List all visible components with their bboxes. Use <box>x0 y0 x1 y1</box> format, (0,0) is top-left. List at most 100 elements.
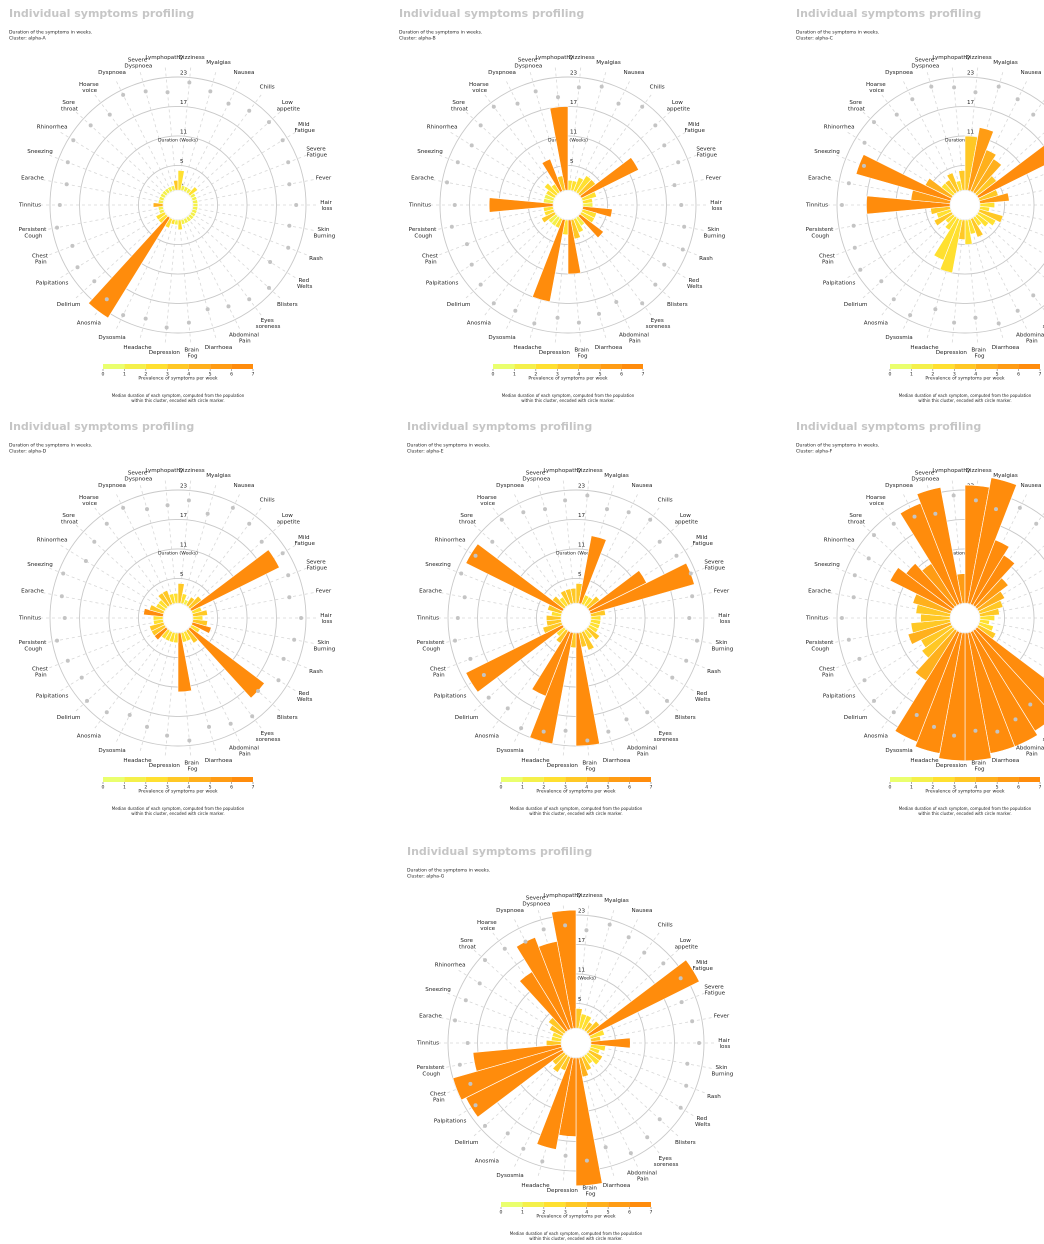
colorbar-segment <box>1018 777 1040 782</box>
median-marker <box>533 89 538 94</box>
center-hole <box>167 194 189 216</box>
category-label: Persistent Cough <box>409 227 437 239</box>
category-label: Rhinorrhea <box>37 125 68 131</box>
colorbar-segment <box>188 777 211 782</box>
median-marker <box>187 738 192 743</box>
category-label: Nausea <box>233 70 254 76</box>
bar <box>556 175 566 192</box>
label-line: Red <box>689 277 700 283</box>
median-marker <box>85 698 90 703</box>
spoke <box>74 110 168 196</box>
footnote: within this cluster, encoded with circle… <box>918 398 1011 403</box>
label-line: Severe <box>518 57 538 63</box>
median-marker <box>164 325 169 330</box>
bar <box>939 218 963 274</box>
bar <box>590 1044 606 1052</box>
bar <box>974 626 1044 706</box>
median-marker <box>92 279 97 284</box>
bar <box>555 628 569 644</box>
label-line: Dyspnoea <box>521 476 551 482</box>
label-line: Hoarse <box>866 494 886 500</box>
median-marker <box>914 712 919 717</box>
bar <box>155 211 167 221</box>
spoke <box>58 130 166 198</box>
bar <box>177 583 185 604</box>
bar <box>590 609 606 617</box>
bar <box>587 959 700 1037</box>
label-line: Pain <box>1024 338 1038 344</box>
category-label: Hoarse voice <box>866 494 886 506</box>
median-marker <box>1013 717 1018 722</box>
colorbar-tick-label: 4 <box>187 785 190 791</box>
median-marker <box>519 726 524 731</box>
label-line: Fatigue <box>691 541 714 547</box>
median-marker <box>857 656 862 661</box>
median-marker <box>996 321 1001 326</box>
label-line: Severe <box>696 146 716 152</box>
category-label: Myalgias <box>993 473 1018 479</box>
category-label: Low appetite <box>275 100 301 112</box>
category-label: Chest Pain <box>819 666 836 678</box>
category-label: Persistent Cough <box>417 1065 445 1077</box>
label-line: Skin <box>318 640 330 646</box>
colorbar-tick-label: 5 <box>996 372 999 378</box>
category-label: Tinnitus <box>416 616 439 622</box>
colorbar-segment <box>103 364 125 369</box>
label-line: Abdominal <box>1016 745 1044 751</box>
category-label: Blisters <box>667 302 688 308</box>
median-marker <box>247 108 252 113</box>
median-marker <box>286 160 291 165</box>
category-label: Dizziness <box>569 55 595 61</box>
bar <box>552 1053 569 1073</box>
spoke <box>139 70 175 191</box>
median-marker <box>891 710 896 715</box>
category-label: Delirium <box>57 715 81 721</box>
bar <box>944 215 958 231</box>
category-label: Fever <box>316 175 332 181</box>
colorbar-tick-label: 5 <box>209 372 212 378</box>
chart-title: Individual symptoms profiling <box>796 7 981 20</box>
colorbar-tick-label: 7 <box>650 785 653 791</box>
category-label: Sneezing <box>425 562 451 568</box>
bar <box>515 936 571 1031</box>
category-label: Diarrhoea <box>205 758 233 764</box>
bar <box>564 588 574 605</box>
category-label: Fever <box>714 1013 730 1019</box>
category-label: Depression <box>149 350 181 356</box>
colorbar-segment <box>535 364 558 369</box>
label-line: Welts <box>295 284 312 290</box>
median-marker <box>452 203 457 207</box>
category-label: Severe Fatigue <box>305 146 328 158</box>
label-line: Pain <box>431 672 445 678</box>
category-label: Rhinorrhea <box>435 538 466 544</box>
label-line: Cough <box>421 1071 441 1077</box>
category-label: Earache <box>411 175 434 181</box>
footnote: within this cluster, encoded with circle… <box>918 811 1011 816</box>
colorbar-tick-label: 0 <box>492 372 495 378</box>
median-marker <box>62 616 67 620</box>
spoke <box>74 627 168 713</box>
spoke <box>576 478 590 604</box>
colorbar-tick-label: 6 <box>1017 372 1020 378</box>
median-marker <box>596 311 601 316</box>
median-marker <box>55 225 60 230</box>
median-marker <box>486 695 491 700</box>
label-line: Fog <box>973 766 985 772</box>
median-marker <box>910 97 915 102</box>
spoke <box>456 968 564 1036</box>
category-label: Lymphopathy <box>543 468 582 474</box>
label-line: throat <box>457 519 477 525</box>
median-marker <box>640 104 645 109</box>
median-marker <box>694 638 699 643</box>
label-line: Pain <box>1024 751 1038 757</box>
median-marker <box>165 503 170 508</box>
median-marker <box>532 321 537 326</box>
category-label: Blisters <box>277 715 298 721</box>
median-marker <box>603 1145 608 1150</box>
label-line: voice <box>868 87 885 93</box>
median-marker <box>952 733 957 738</box>
category-label: Dyspnoea <box>885 70 913 76</box>
category-label: Dizziness <box>179 468 205 474</box>
median-marker <box>104 297 109 302</box>
category-label: Earache <box>808 175 831 181</box>
